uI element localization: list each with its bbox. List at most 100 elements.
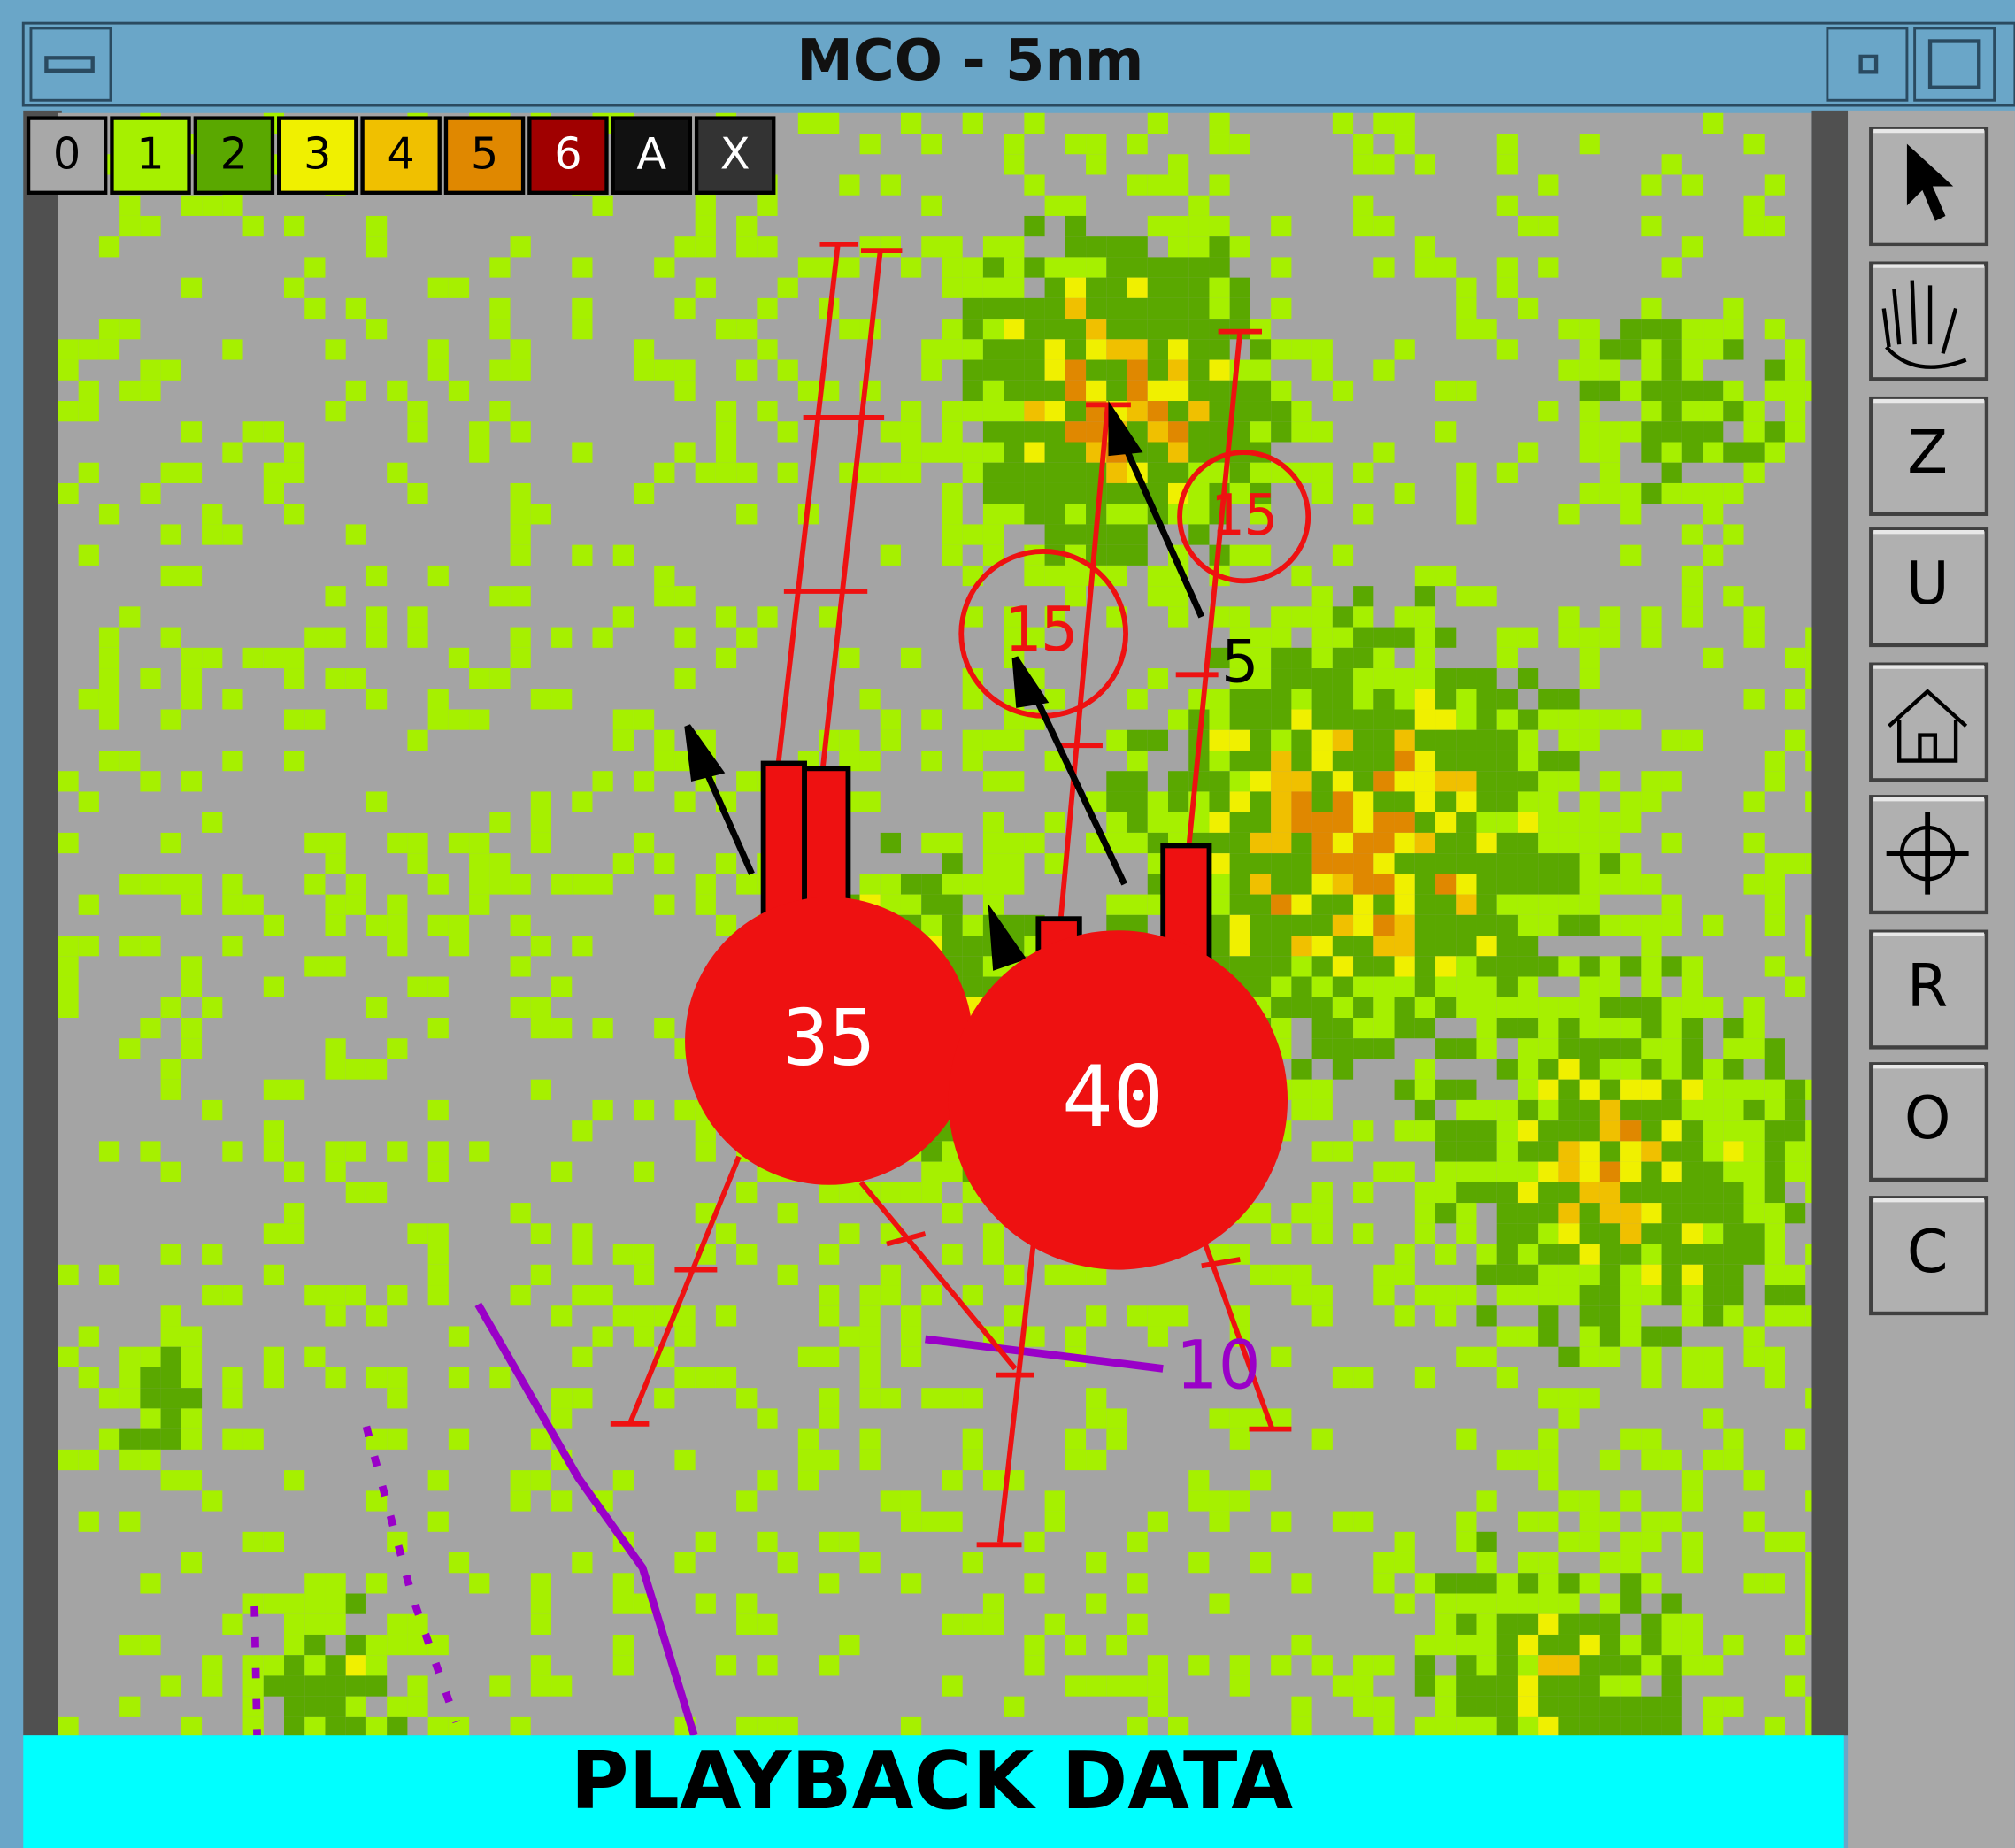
radar-pixel: [1785, 381, 1805, 401]
radar-pixel: [551, 1388, 572, 1408]
radar-pixel: [963, 319, 983, 339]
radar-pixel: [1168, 381, 1188, 401]
radar-pixel: [1271, 216, 1291, 236]
radar-pixel: [58, 997, 78, 1018]
radar-pixel: [1476, 710, 1496, 730]
radar-pixel: [1600, 874, 1620, 894]
radar-pixel: [1765, 1223, 1785, 1244]
radar-pixel: [1291, 606, 1311, 627]
radar-pixel: [1148, 278, 1168, 298]
radar-pixel: [1538, 1265, 1558, 1285]
radar-pixel: [1476, 1162, 1496, 1182]
radar-pixel: [511, 339, 531, 359]
radar-pixel: [1703, 504, 1723, 524]
radar-pixel: [963, 956, 983, 976]
radar-pixel: [1209, 319, 1229, 339]
radar-pixel: [284, 1080, 304, 1100]
radar-pixel: [428, 1635, 449, 1655]
radar-pixel: [1600, 1120, 1620, 1141]
radar-pixel: [1641, 771, 1661, 791]
radar-pixel: [634, 360, 654, 381]
radar-pixel: [921, 874, 942, 894]
radar-pixel: [1558, 1532, 1579, 1552]
radar-pixel: [325, 1305, 345, 1326]
radar-pixel: [1662, 1655, 1682, 1675]
radar-pixel: [613, 1305, 634, 1326]
maximize-button[interactable]: [1915, 28, 1995, 100]
radar-pixel: [1373, 1038, 1394, 1059]
radar-pixel: [1395, 1162, 1415, 1182]
radar-pixel: [1333, 381, 1353, 401]
radar-pixel: [1291, 689, 1311, 709]
radar-pixel: [1641, 339, 1661, 359]
radar-pixel: [819, 606, 839, 627]
radar-pixel: [921, 751, 942, 771]
radar-pixel: [736, 360, 757, 381]
radar-pixel: [1662, 1265, 1682, 1285]
radar-pixel: [1353, 977, 1373, 997]
radar-pixel: [449, 1429, 469, 1450]
radar-pixel: [1497, 689, 1518, 709]
radar-pixel: [119, 1347, 140, 1367]
radar-pixel: [161, 1059, 181, 1079]
radar-pixel: [1333, 606, 1353, 627]
radar-pixel: [921, 1182, 942, 1203]
radar-pixel: [1250, 730, 1271, 751]
cell-label: 40: [1062, 1047, 1164, 1146]
radar-pixel: [1065, 1326, 1086, 1346]
radar-pixel: [1744, 1038, 1765, 1059]
radar-pixel: [304, 257, 325, 277]
radar-pixel: [1538, 833, 1558, 853]
radar-pixel: [1291, 997, 1311, 1018]
radar-pixel: [1682, 319, 1703, 339]
radar-pixel: [531, 1470, 551, 1490]
radar-pixel: [1086, 1305, 1106, 1326]
radar-pixel: [1641, 628, 1661, 648]
radar-pixel: [1600, 853, 1620, 874]
radar-pixel: [983, 812, 1004, 833]
radar-pixel: [1620, 812, 1641, 833]
radar-pixel: [222, 339, 242, 359]
radar-pixel: [1291, 730, 1311, 751]
radar-pixel: [963, 730, 983, 751]
radar-pixel: [1682, 730, 1703, 751]
radar-pixel: [1230, 278, 1250, 298]
radar-pixel: [1188, 524, 1209, 544]
radar-pixel: [489, 1675, 510, 1696]
radar-pixel: [1209, 1512, 1229, 1532]
radar-pixel: [1291, 771, 1311, 791]
radar-pixel: [1703, 1408, 1723, 1428]
minimize-button[interactable]: [1827, 28, 1907, 100]
radar-pixel: [1558, 895, 1579, 915]
radar-pixel: [1538, 853, 1558, 874]
window-menu-button[interactable]: [31, 28, 111, 100]
radar-pixel: [1312, 915, 1333, 936]
radar-pixel: [1538, 915, 1558, 936]
radar-pixel: [1333, 915, 1353, 936]
radar-pixel: [202, 1490, 222, 1511]
radar-pixel: [572, 319, 592, 339]
radar-pixel: [1662, 401, 1682, 421]
radar-pixel: [1415, 833, 1435, 853]
radar-pixel: [1600, 1697, 1620, 1717]
radar-pixel: [1600, 956, 1620, 976]
radar-pixel: [983, 401, 1004, 421]
radar-pixel: [1024, 257, 1044, 277]
radar-pixel: [1415, 606, 1435, 627]
radar-pixel: [366, 566, 387, 586]
radar-pixel: [757, 1470, 777, 1490]
radar-pixel: [1765, 1059, 1785, 1079]
radar-pixel: [1641, 1635, 1661, 1655]
radar-pixel: [1497, 1244, 1518, 1265]
radar-pixel: [716, 606, 736, 627]
radar-pixel: [99, 1265, 119, 1285]
radar-pixel: [1703, 1347, 1723, 1367]
radar-pixel: [798, 1429, 819, 1450]
radar-pixel: [1395, 791, 1415, 812]
radar-pixel: [1415, 1717, 1435, 1737]
radar-pixel: [1641, 1697, 1661, 1717]
radar-pixel: [1641, 1265, 1661, 1285]
radar-pixel: [1580, 1573, 1600, 1593]
radar-pixel: [1188, 483, 1209, 504]
radar-pixel: [1641, 1614, 1661, 1635]
